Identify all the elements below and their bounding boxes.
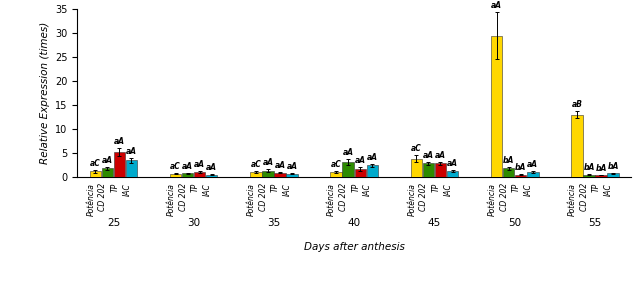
Text: Days after anthesis: Days after anthesis [304,242,404,252]
Text: aA: aA [367,153,378,162]
Text: aC: aC [90,159,100,168]
Text: 35: 35 [267,218,281,228]
Text: aA: aA [182,162,193,171]
Text: aC: aC [331,160,341,169]
Bar [250,172,261,177]
Text: aB: aB [571,100,582,109]
Bar [515,174,527,177]
Bar [330,172,342,177]
Bar [491,35,502,177]
Text: 50: 50 [508,218,521,228]
Text: bA: bA [503,156,515,165]
Text: aA: aA [126,147,137,156]
Bar [170,174,182,177]
Bar [503,168,515,177]
Text: 25: 25 [107,218,120,228]
Bar [262,171,274,177]
Bar [595,175,607,177]
Text: bA: bA [583,163,594,172]
Bar [287,174,298,177]
Text: aA: aA [423,151,434,160]
Text: 45: 45 [428,218,441,228]
Bar [114,152,125,177]
Bar [102,168,113,177]
Text: aC: aC [411,144,422,153]
Text: bA: bA [607,162,619,171]
Bar [126,160,137,177]
Text: aC: aC [251,160,261,169]
Bar [194,172,205,177]
Bar [422,163,434,177]
Text: aA: aA [447,159,458,168]
Bar [607,173,619,177]
Text: aA: aA [355,156,366,165]
Bar [366,165,378,177]
Text: aC: aC [170,162,181,171]
Bar [583,174,594,177]
Text: aA: aA [287,162,298,171]
Y-axis label: Relative Expression (times): Relative Expression (times) [39,22,50,164]
Text: aA: aA [527,160,538,169]
Bar [435,163,446,177]
Bar [90,171,101,177]
Text: 30: 30 [187,218,200,228]
Text: bA: bA [595,163,607,173]
Bar [182,173,193,177]
Text: aA: aA [114,137,125,146]
Text: aA: aA [102,156,113,165]
Text: aA: aA [262,158,274,167]
Text: aA: aA [194,160,205,169]
Text: 55: 55 [589,218,601,228]
Bar [447,171,459,177]
Text: aA: aA [435,151,446,160]
Text: 40: 40 [348,218,361,228]
Text: aA: aA [274,161,285,170]
Bar [571,115,583,177]
Bar [206,174,218,177]
Text: bA: bA [515,163,526,172]
Text: aA: aA [206,163,217,172]
Text: aA: aA [491,1,502,10]
Bar [527,172,538,177]
Bar [274,173,286,177]
Bar [343,162,354,177]
Text: aA: aA [343,148,354,157]
Bar [354,169,366,177]
Bar [411,159,422,177]
